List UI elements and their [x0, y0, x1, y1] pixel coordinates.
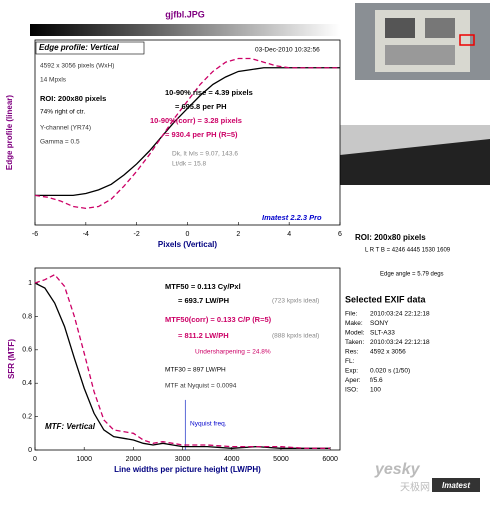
exif-label: ISO:	[345, 387, 358, 394]
roi-crop	[340, 125, 490, 185]
annotation: MTF50 = 0.113 Cy/Pxl	[165, 282, 241, 291]
series-line	[34, 282, 331, 449]
file-title: gjfbl.JPG	[165, 9, 205, 19]
exif-value: 2010:03:24 22:12:18	[370, 311, 430, 318]
annotation: Imatest 2.2.3 Pro	[262, 213, 322, 222]
exif-value: 2010:03:24 22:12:18	[370, 339, 430, 346]
exif-title: Selected EXIF data	[345, 294, 427, 304]
lrtb-label: L R T B = 4246 4445 1530 1609	[365, 248, 451, 254]
annotation: (723 kpxls ideal)	[272, 298, 319, 305]
exif-label: Res:	[345, 349, 359, 356]
x-tick-label: 4	[287, 231, 291, 238]
annotation: Gamma = 0.5	[40, 139, 80, 146]
annotation: = 693.7 LW/PH	[178, 296, 229, 305]
annotation: MTF at Nyquist = 0.0094	[165, 383, 237, 390]
annotation: (888 kpxls ideal)	[272, 333, 319, 340]
y-tick-label: 0	[28, 447, 32, 454]
annotation: 74% right of ctr.	[40, 109, 85, 116]
title-box	[35, 41, 145, 55]
y-tick-label: 0.8	[22, 313, 32, 320]
annotation: Lt/dk = 15.8	[172, 161, 207, 168]
y-axis-label: SFR (MTF)	[7, 339, 16, 379]
x-tick-label: -6	[32, 231, 38, 238]
y-tick-label: 1	[28, 280, 32, 287]
exif-label: Make:	[345, 320, 363, 327]
x-tick-label: 1000	[76, 456, 92, 463]
y-tick-label: 0.2	[22, 413, 32, 420]
x-tick-label: 2	[236, 231, 240, 238]
y-tick-label: 0.6	[22, 347, 32, 354]
watermark: yesky	[374, 461, 421, 478]
watermark-cn: 天极网	[400, 481, 430, 494]
logo: Imatest	[442, 481, 470, 490]
x-tick-label: 6000	[322, 456, 338, 463]
exif-label: Model:	[345, 330, 365, 337]
exif-label: Taken:	[345, 339, 364, 346]
annotation: = 695.8 per PH	[175, 102, 227, 111]
annotation: Dk, lt lvls = 9.07, 143.6	[172, 151, 238, 158]
annotation: Nyquist freq.	[190, 421, 227, 428]
x-tick-label: -2	[134, 231, 140, 238]
annotation: 4592 x 3056 pixels (WxH)	[40, 63, 114, 70]
y-axis-label: Edge profile (linear)	[5, 95, 14, 170]
annotation: 14 Mpxls	[40, 77, 67, 84]
gradient-bar	[30, 24, 340, 36]
x-tick-label: 3000	[175, 456, 191, 463]
exif-value: f/5.6	[370, 377, 383, 384]
chart-title: Edge profile: Vertical	[39, 43, 120, 52]
roi-label: ROI: 200x80 pixels	[355, 233, 426, 242]
exif-value: 4592 x 3056	[370, 349, 406, 356]
edge-angle: Edge angle = 5.79 degs	[380, 272, 444, 278]
series-line	[34, 273, 331, 449]
thumbnail	[355, 3, 490, 80]
y-tick-label: 0.4	[22, 380, 32, 387]
exif-value: SLT-A33	[370, 330, 395, 337]
x-tick-label: 2000	[126, 456, 142, 463]
annotation: 03-Dec-2010 10:32:56	[255, 47, 320, 54]
chart-title: MTF: Vertical	[45, 422, 96, 431]
logo-box	[432, 478, 480, 492]
plot-area	[34, 267, 341, 451]
annotation: ROI: 200x80 pixels	[40, 94, 106, 103]
annotation: MTF50(corr) = 0.133 C/P (R=5)	[165, 315, 272, 324]
series-line	[34, 57, 340, 210]
exif-value: 0.020 s (1/50)	[370, 368, 410, 375]
exif-label: File:	[345, 311, 357, 318]
exif-label: FL:	[345, 358, 355, 365]
annotation: Undersharpening = 24.8%	[195, 349, 271, 356]
annotation: Y-channel (YR74)	[40, 125, 91, 132]
annotation: = 811.2 LW/PH	[178, 331, 229, 340]
x-tick-label: 4000	[224, 456, 240, 463]
annotation: 10-90% rise = 4.39 pixels	[165, 88, 253, 97]
x-axis-label: Pixels (Vertical)	[158, 240, 217, 249]
x-tick-label: -4	[83, 231, 89, 238]
exif-label: Aper:	[345, 377, 361, 384]
exif-label: Exp:	[345, 368, 358, 375]
annotation: 10-90%(corr) = 3.28 pixels	[150, 116, 242, 125]
exif-value: SONY	[370, 320, 389, 327]
x-tick-label: 5000	[273, 456, 289, 463]
x-tick-label: 0	[33, 456, 37, 463]
x-axis-label: Line widths per picture height (LW/PH)	[114, 465, 261, 474]
exif-value: 100	[370, 387, 381, 394]
annotation: MTF30 = 897 LW/PH	[165, 367, 226, 374]
x-tick-label: 6	[338, 231, 342, 238]
x-tick-label: 0	[186, 231, 190, 238]
annotation: = 930.4 per PH (R=5)	[165, 130, 238, 139]
